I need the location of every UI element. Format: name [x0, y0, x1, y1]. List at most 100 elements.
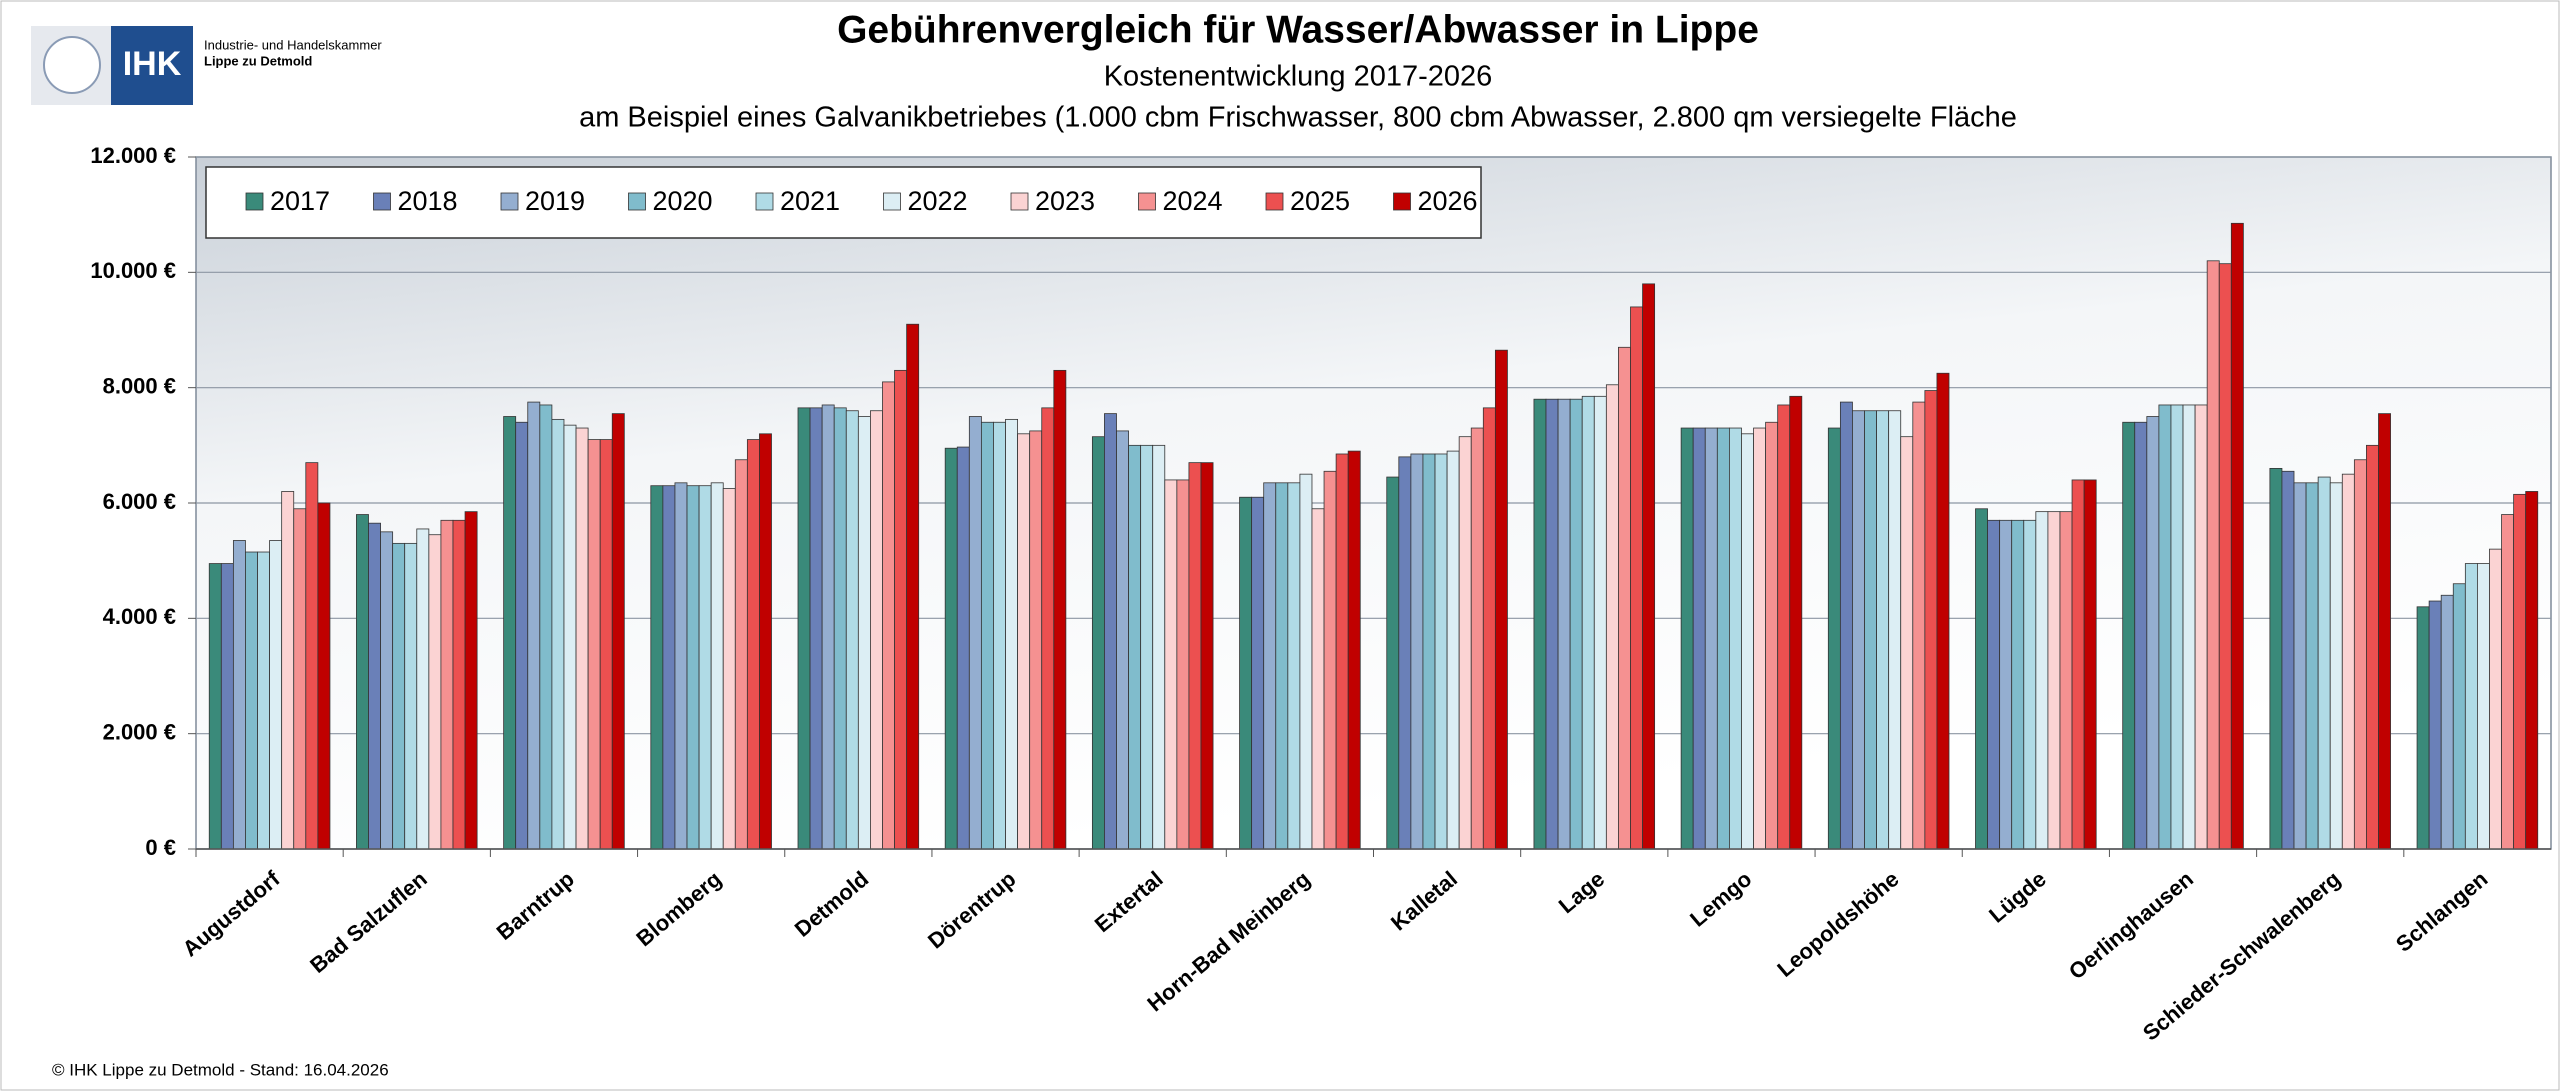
bar	[980, 421, 994, 850]
bar	[2230, 222, 2244, 850]
bar	[2428, 600, 2442, 850]
bar	[1470, 427, 1484, 850]
bar	[2329, 482, 2343, 850]
bar	[2452, 583, 2466, 850]
bar	[2059, 511, 2073, 850]
bar	[1005, 418, 1019, 850]
bar	[1876, 410, 1890, 850]
bar	[2182, 404, 2196, 850]
legend-label: 2019	[525, 186, 585, 216]
bar	[1680, 427, 1694, 850]
chart-title: Gebührenvergleich für Wasser/Abwasser in…	[837, 8, 1759, 51]
bar	[1287, 482, 1301, 850]
y-tick-label: 8.000 €	[103, 373, 176, 398]
y-tick-label: 0 €	[145, 835, 176, 860]
bar	[1410, 453, 1424, 850]
bar	[1347, 450, 1361, 850]
legend-swatch	[883, 192, 901, 211]
bar	[857, 416, 871, 850]
bar	[882, 381, 895, 850]
bar	[722, 488, 736, 850]
bar	[797, 407, 811, 850]
bar	[1545, 398, 1559, 850]
y-tick-label: 6.000 €	[103, 489, 176, 514]
legend-swatch	[1138, 192, 1156, 211]
bar	[2489, 548, 2502, 850]
bar	[232, 540, 246, 850]
bar	[710, 482, 724, 850]
bar	[1458, 436, 1472, 850]
bar	[2269, 467, 2283, 850]
bar	[1728, 427, 1742, 850]
bar	[1176, 479, 1190, 850]
bar	[1263, 482, 1277, 850]
bar	[1557, 398, 1571, 850]
bar	[2134, 421, 2148, 850]
bar	[2501, 514, 2515, 850]
bar	[1335, 453, 1349, 850]
bar	[2146, 416, 2160, 850]
bar	[392, 542, 406, 850]
bar	[1398, 456, 1412, 850]
bar	[208, 563, 222, 850]
bar	[2170, 404, 2184, 850]
bar	[1200, 462, 1214, 850]
bar	[1704, 427, 1718, 850]
bar	[1789, 395, 1803, 850]
bar	[1017, 433, 1031, 850]
legend-label: 2024	[1163, 186, 1223, 216]
bar	[2317, 476, 2331, 850]
bar	[257, 551, 270, 850]
bar	[1630, 306, 1643, 850]
bar	[1777, 404, 1791, 850]
logo-blue	[111, 26, 193, 105]
bar	[2083, 479, 2097, 850]
legend-label: 2021	[780, 186, 840, 216]
bar	[1275, 482, 1289, 850]
bar	[539, 404, 553, 850]
bar	[2341, 473, 2355, 850]
bar	[993, 421, 1006, 850]
bar	[1716, 427, 1730, 850]
bar	[2047, 511, 2061, 850]
legend-label: 2026	[1418, 186, 1478, 216]
bar	[1311, 508, 1325, 850]
bar	[1753, 427, 1767, 850]
legend-swatch	[373, 192, 391, 211]
bar	[870, 410, 883, 850]
legend-swatch	[500, 192, 519, 211]
legend-swatch	[755, 192, 774, 211]
logo-text: IHK	[123, 45, 182, 83]
bar	[1140, 444, 1154, 850]
bar	[2416, 606, 2430, 850]
bar	[2023, 519, 2037, 850]
bar	[2218, 263, 2232, 850]
y-tick-label: 4.000 €	[103, 604, 176, 629]
bar	[956, 446, 970, 850]
bar	[906, 323, 920, 850]
bar	[1692, 427, 1706, 850]
bar	[563, 424, 577, 850]
bar	[1593, 395, 1607, 850]
bar	[452, 519, 466, 850]
bar	[698, 485, 712, 850]
bar	[1128, 444, 1142, 850]
bar	[1975, 508, 1988, 850]
bar	[1446, 450, 1460, 850]
bar	[416, 528, 430, 850]
bar	[1581, 395, 1595, 850]
bar	[1936, 372, 1950, 850]
bar	[1251, 496, 1265, 850]
bar	[2158, 404, 2172, 850]
bar	[1152, 444, 1166, 850]
bar	[845, 410, 859, 850]
bar	[404, 542, 418, 850]
logo: IHK Industrie- und Handelskammer Lippe z…	[31, 26, 382, 105]
bar	[305, 462, 319, 850]
bar	[245, 551, 258, 850]
bar	[1741, 433, 1754, 850]
bar	[220, 563, 234, 850]
bar	[2513, 493, 2527, 850]
bar	[2206, 260, 2220, 850]
bar	[611, 413, 625, 850]
